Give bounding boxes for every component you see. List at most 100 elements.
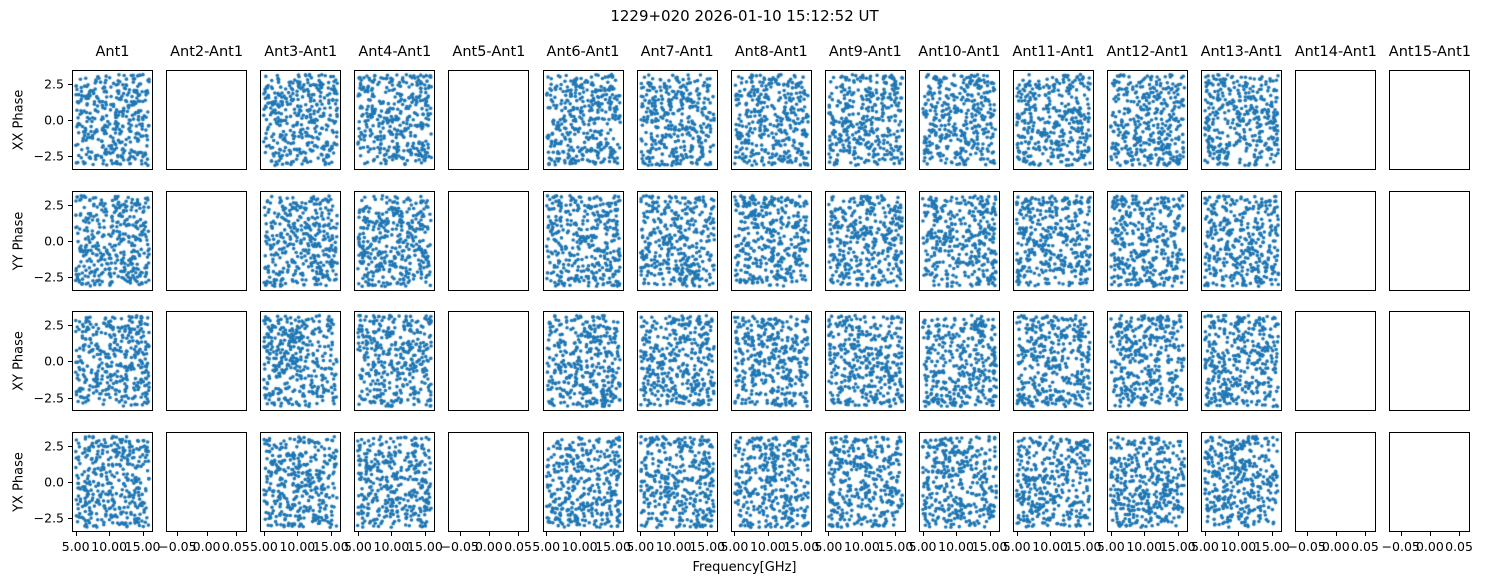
subplot-panel (824, 432, 906, 533)
x-tick-mark (1177, 532, 1179, 537)
scatter-points (637, 312, 717, 411)
subplot-panel (1013, 311, 1094, 412)
x-tick-label: 5.00 (249, 539, 278, 555)
scatter-points (261, 312, 341, 411)
subplot-panel (1295, 432, 1377, 533)
x-tick-label: 0.00 (1321, 539, 1350, 555)
x-tick-mark (206, 532, 208, 537)
subplot-panel (1013, 432, 1094, 533)
scatter-points (261, 191, 341, 290)
y-tick-mark (68, 361, 72, 363)
scatter-points (73, 433, 152, 532)
column-title: Ant3-Ant1 (264, 44, 338, 60)
subplot-panel (1201, 311, 1283, 412)
x-tick-label: 5.00 (344, 539, 372, 555)
x-tick-mark (1110, 532, 1112, 537)
x-tick-label: 10.00 (1220, 539, 1257, 555)
x-tick-label: 15.00 (971, 539, 1008, 555)
subplot-panel (542, 70, 624, 170)
subplot-panel (918, 311, 1000, 412)
subplot-panel (824, 190, 906, 291)
x-tick-label: 15.00 (124, 539, 161, 555)
subplot-panel (166, 311, 248, 412)
x-tick-mark (1400, 532, 1402, 537)
scatter-points (355, 433, 435, 532)
x-tick-mark (1459, 532, 1461, 537)
x-tick-mark (956, 532, 958, 537)
scatter-points (825, 71, 905, 169)
column-title: Ant4-Ant1 (358, 44, 432, 60)
x-tick-mark (673, 532, 675, 537)
x-tick-label: 15.00 (312, 539, 349, 555)
y-tick-label: 0.0 (44, 233, 64, 249)
x-tick-label: 15.00 (407, 539, 443, 555)
y-tick-mark (68, 445, 72, 447)
row-label-yy-phase: YY Phase (11, 211, 27, 271)
x-tick-label: 0.00 (192, 539, 221, 555)
subplot-panel (1201, 190, 1283, 291)
y-tick-mark (68, 325, 72, 327)
x-tick-mark (895, 532, 897, 537)
y-tick-label: 0.0 (44, 353, 64, 369)
x-tick-mark (1238, 532, 1240, 537)
x-tick-label: 0.05 (504, 539, 532, 555)
x-tick-mark (1364, 532, 1366, 537)
x-tick-mark (922, 532, 924, 537)
x-tick-mark (1335, 532, 1337, 537)
x-tick-mark (459, 532, 461, 537)
y-tick-mark (68, 276, 72, 278)
subplot-panel (730, 432, 812, 533)
x-tick-label: 5.00 (720, 539, 749, 555)
x-tick-mark (1271, 532, 1273, 537)
column-title: Ant9-Ant1 (828, 44, 902, 60)
y-tick-mark (68, 156, 72, 158)
column-title: Ant10-Ant1 (918, 44, 1001, 60)
subplot-panel (1107, 432, 1189, 533)
subplot-panel (72, 70, 153, 170)
subplot-panel (448, 190, 530, 291)
subplot-panel (1201, 432, 1283, 533)
x-tick-mark (767, 532, 769, 537)
subplot-panel (542, 190, 624, 291)
subplot-panel (72, 432, 153, 533)
x-tick-label: −0.05 (440, 539, 479, 555)
x-tick-label: 10.00 (1126, 539, 1163, 555)
scatter-points (355, 191, 435, 290)
subplot-panel (730, 190, 812, 291)
scatter-points (543, 312, 623, 411)
x-tick-mark (488, 532, 490, 537)
x-tick-label: 5.00 (626, 539, 655, 555)
column-title: Ant15-Ant1 (1388, 44, 1471, 60)
row-label-xx-phase: XX Phase (11, 89, 27, 151)
subplot-panel (260, 311, 342, 412)
x-tick-mark (613, 532, 615, 537)
column-title: Ant14-Ant1 (1294, 44, 1377, 60)
column-title: Ant2-Ant1 (170, 44, 244, 60)
subplot-panel (166, 70, 248, 170)
x-tick-label: 5.00 (1002, 539, 1031, 555)
scatter-points (825, 191, 905, 290)
x-tick-mark (1016, 532, 1018, 537)
x-tick-mark (1050, 532, 1052, 537)
x-tick-mark (734, 532, 736, 537)
scatter-points (919, 71, 999, 169)
subplot-panel (636, 190, 718, 291)
scatter-points (1108, 191, 1188, 290)
x-tick-label: 10.00 (279, 539, 316, 555)
y-tick-mark (68, 83, 72, 85)
subplot-panel (1201, 70, 1283, 170)
x-tick-mark (263, 532, 265, 537)
x-tick-label: 10.00 (844, 539, 880, 555)
subplot-panel (448, 311, 530, 412)
column-title: Ant7-Ant1 (640, 44, 714, 60)
x-tick-label: 10.00 (938, 539, 974, 555)
y-tick-label: 2.5 (44, 438, 64, 454)
subplot-panel (1107, 311, 1189, 412)
y-tick-mark (68, 518, 72, 520)
x-tick-label: 10.00 (1032, 539, 1069, 555)
x-tick-mark (330, 532, 332, 537)
x-tick-mark (1204, 532, 1206, 537)
scatter-points (73, 71, 152, 169)
scatter-points (1014, 312, 1093, 411)
y-tick-label: 2.5 (44, 317, 64, 333)
